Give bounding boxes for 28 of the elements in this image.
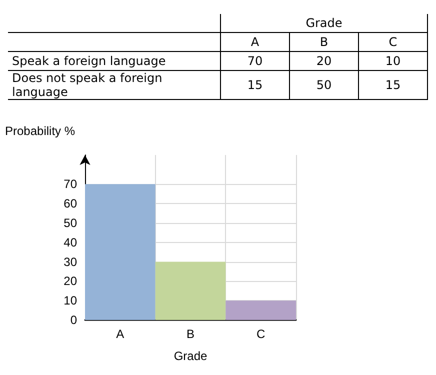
y-tick-label: 70 xyxy=(64,177,78,192)
x-axis-title: Grade xyxy=(174,349,208,363)
text: Speak a foreign language xyxy=(8,52,220,70)
y-tick-label: 20 xyxy=(64,274,78,288)
y-tick-label: 60 xyxy=(64,196,78,211)
data-label: 50 xyxy=(290,70,358,100)
category-label: B xyxy=(290,32,358,52)
x-tick-label: A xyxy=(116,327,124,341)
x-tick-label: C xyxy=(256,327,266,341)
bar xyxy=(155,262,226,320)
y-tick-label: 30 xyxy=(64,254,78,269)
y-tick-label: 50 xyxy=(64,216,78,230)
data-label: 20 xyxy=(290,52,358,70)
x-tick-label: B xyxy=(186,327,195,341)
y-axis-title: Probability % xyxy=(5,124,76,138)
data-label: 70 xyxy=(220,52,290,70)
category-label: C xyxy=(358,32,428,52)
text: Does not speak a foreign language xyxy=(8,70,220,100)
category-label: A xyxy=(220,32,290,52)
data-label: 10 xyxy=(358,52,428,70)
y-tick-label: 40 xyxy=(64,235,78,250)
y-tick-label: 10 xyxy=(64,294,78,308)
y-tick-label: 0 xyxy=(70,313,78,327)
data-label: 15 xyxy=(220,70,290,100)
bar xyxy=(226,300,296,320)
bar xyxy=(85,184,156,320)
text: Grade xyxy=(220,14,428,32)
data-label: 15 xyxy=(358,70,428,100)
